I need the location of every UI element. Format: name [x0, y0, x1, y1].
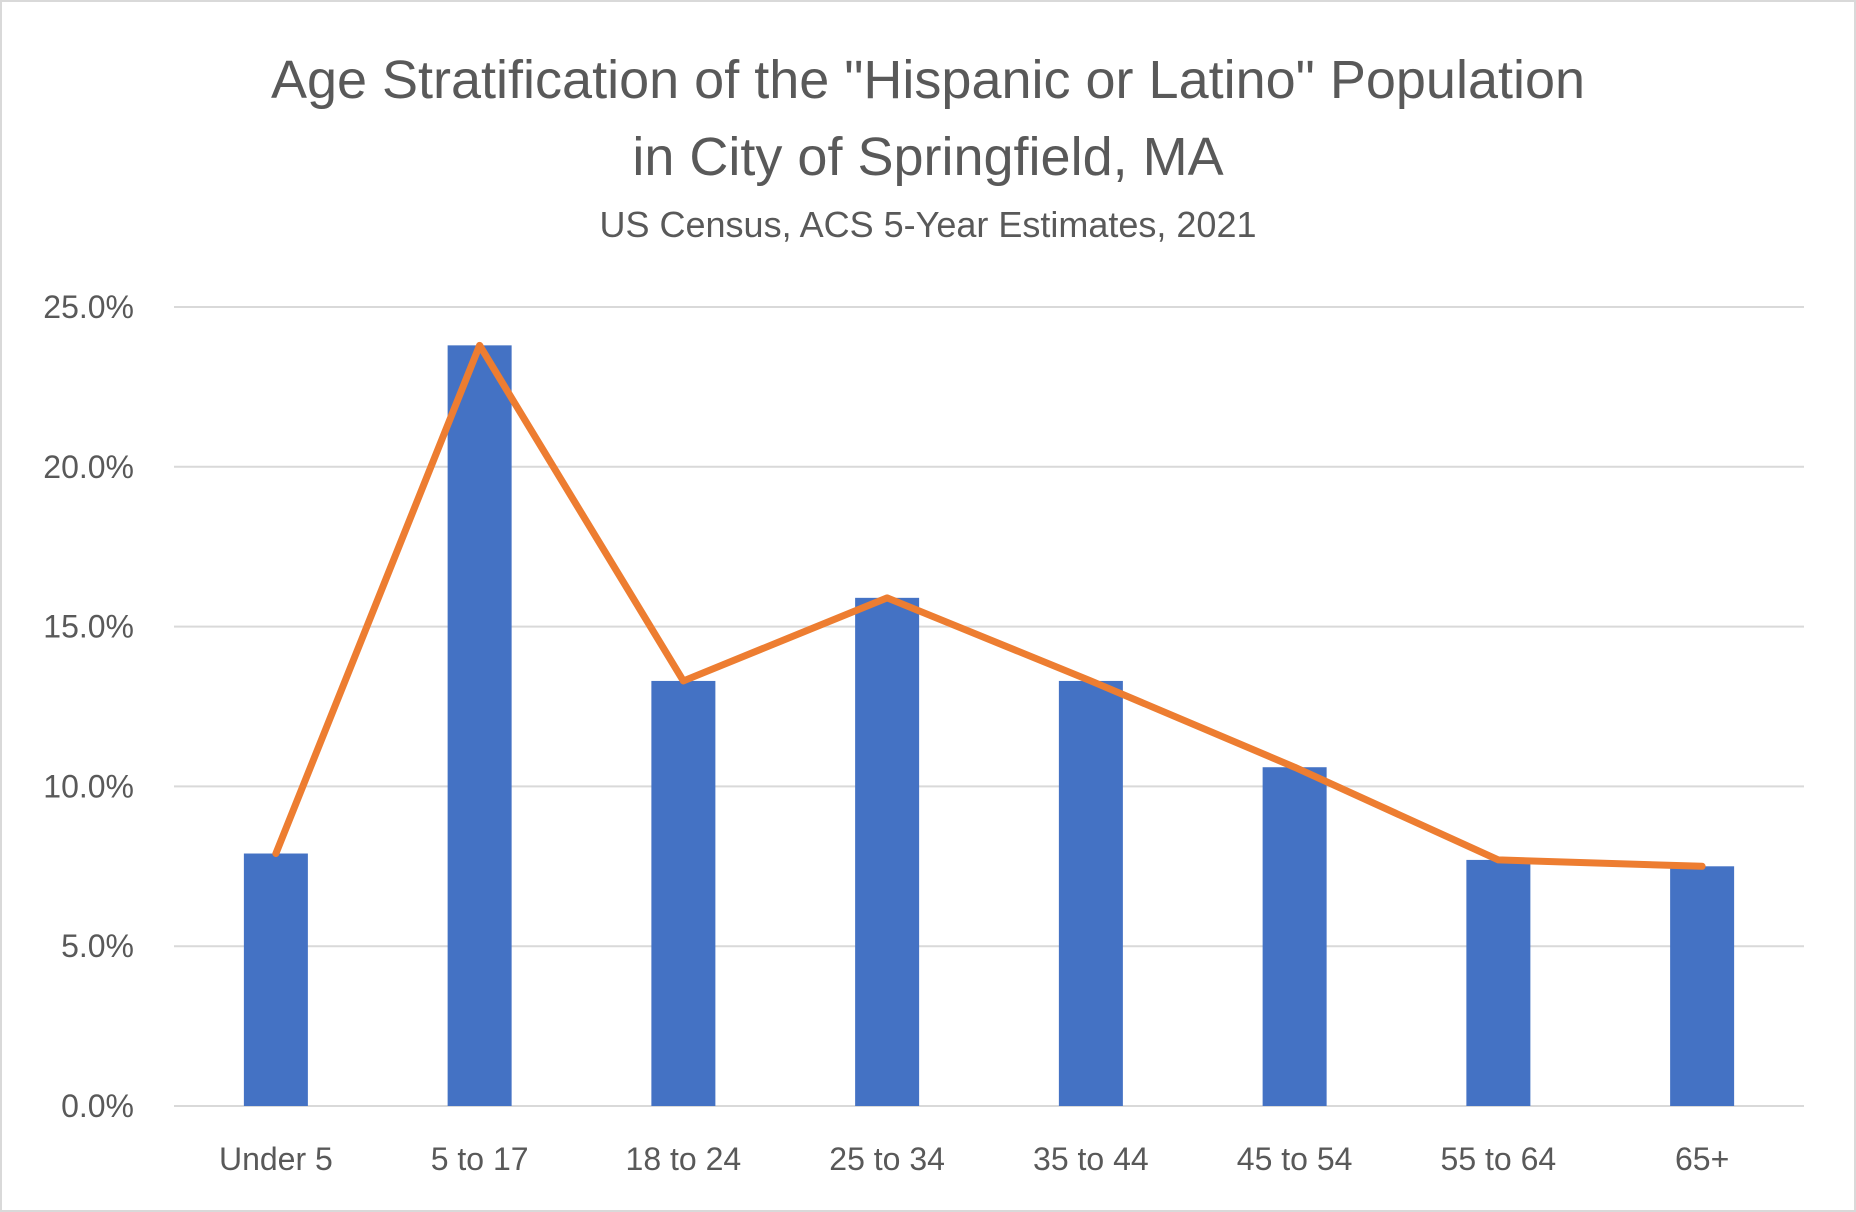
y-axis-ticks: 0.0% 5.0% 10.0% 15.0% 20.0% 25.0%	[43, 289, 134, 1124]
x-axis-ticks: Under 5 5 to 17 18 to 24 25 to 34 35 to 44 45…	[219, 1141, 1729, 1177]
x-tick-label: 65+	[1675, 1141, 1729, 1177]
y-tick-label: 15.0%	[43, 609, 134, 645]
y-tick-label: 0.0%	[61, 1088, 134, 1124]
x-tick-label: 55 to 64	[1441, 1141, 1557, 1177]
bar	[855, 597, 920, 1106]
bar-series	[243, 345, 1735, 1106]
bar	[1466, 859, 1531, 1106]
y-tick-label: 5.0%	[61, 928, 134, 964]
gridlines	[174, 306, 1804, 1107]
chart-subtitle: US Census, ACS 5-Year Estimates, 2021	[600, 204, 1257, 245]
y-tick-label: 10.0%	[43, 768, 134, 804]
chart-title-line-2: in City of Springfield, MA	[632, 127, 1223, 187]
bar	[1670, 866, 1735, 1106]
y-tick-label: 25.0%	[43, 289, 134, 325]
bar	[1262, 767, 1327, 1106]
bar	[447, 345, 512, 1106]
x-tick-label: 45 to 54	[1237, 1141, 1353, 1177]
x-tick-label: Under 5	[219, 1141, 333, 1177]
chart-title-line-1: Age Stratification of the "Hispanic or L…	[271, 50, 1585, 110]
x-tick-label: 25 to 34	[829, 1141, 945, 1177]
line-series	[272, 341, 1706, 870]
series-line	[272, 341, 1706, 870]
bar	[1058, 680, 1123, 1106]
x-tick-label: 35 to 44	[1033, 1141, 1149, 1177]
y-tick-label: 20.0%	[43, 449, 134, 485]
bar	[651, 680, 716, 1106]
bar	[243, 853, 308, 1106]
x-tick-label: 5 to 17	[431, 1141, 529, 1177]
x-tick-label: 18 to 24	[626, 1141, 742, 1177]
